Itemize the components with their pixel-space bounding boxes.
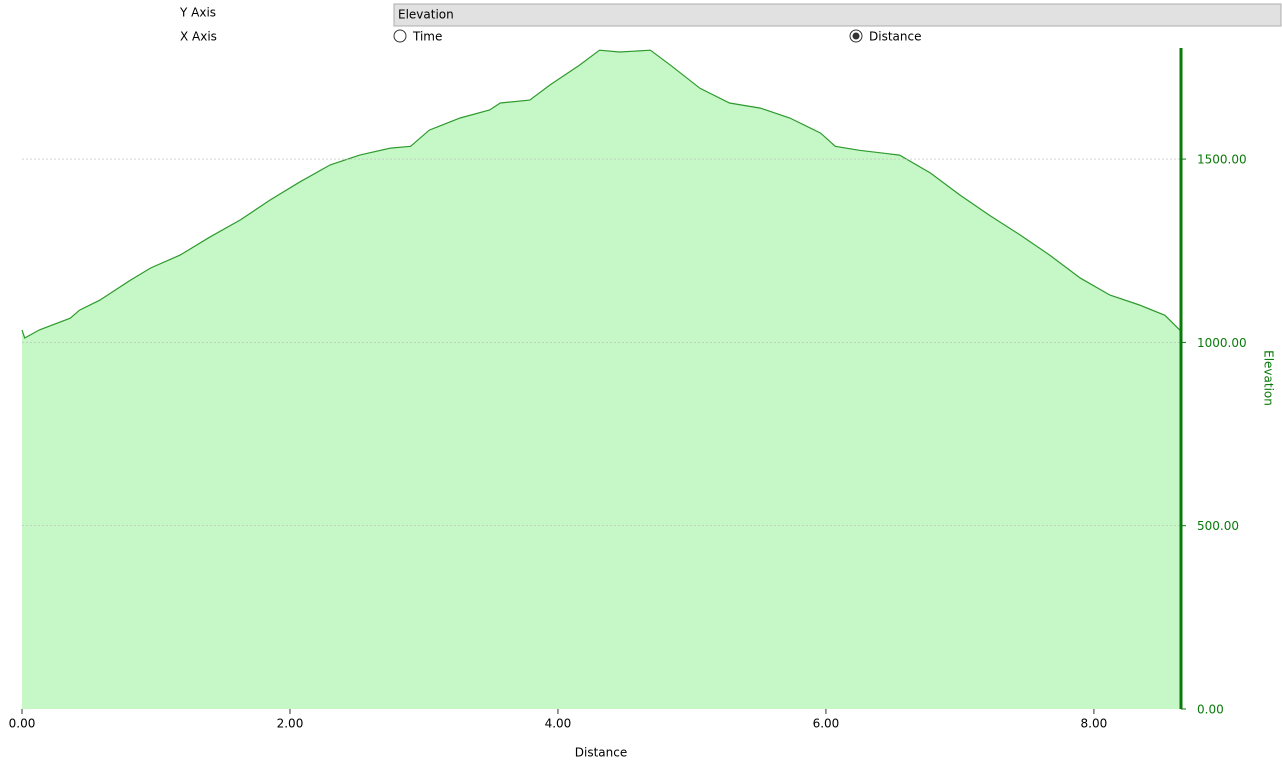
x-tick-label: 6.00 <box>813 717 840 731</box>
y-tick-label: 1000.00 <box>1197 336 1247 350</box>
radio-group: Time Distance <box>393 29 921 44</box>
y-axis-value[interactable]: Elevation <box>398 8 454 22</box>
radio-button[interactable] <box>393 29 407 43</box>
x-tick-label: 0.00 <box>9 717 36 731</box>
chart: 0.00 500.00 1000.00 1500.00 Elevation 0.00 2.0… <box>9 48 1276 760</box>
y-axis-dropdown[interactable] <box>393 3 1282 27</box>
x-tick-label: 4.00 <box>545 717 572 731</box>
radio-dot[interactable] <box>852 32 860 40</box>
y-tick-label: 1500.00 <box>1197 153 1247 167</box>
x-tick-label: 2.00 <box>277 717 304 731</box>
radio-label[interactable]: Distance <box>869 30 921 44</box>
y-axis-title: Elevation <box>1262 350 1276 406</box>
area-fill <box>22 50 1180 709</box>
y-tick-label: 0.00 <box>1197 703 1224 717</box>
x-axis-title: Distance <box>575 746 627 760</box>
x-axis-label: X Axis <box>180 30 217 44</box>
x-tick-label: 8.00 <box>1081 717 1108 731</box>
area-line <box>21 49 1181 339</box>
y-tick-label: 500.00 <box>1197 519 1239 533</box>
y-axis-label: Y Axis <box>179 6 216 20</box>
radio-label[interactable]: Time <box>412 30 442 44</box>
